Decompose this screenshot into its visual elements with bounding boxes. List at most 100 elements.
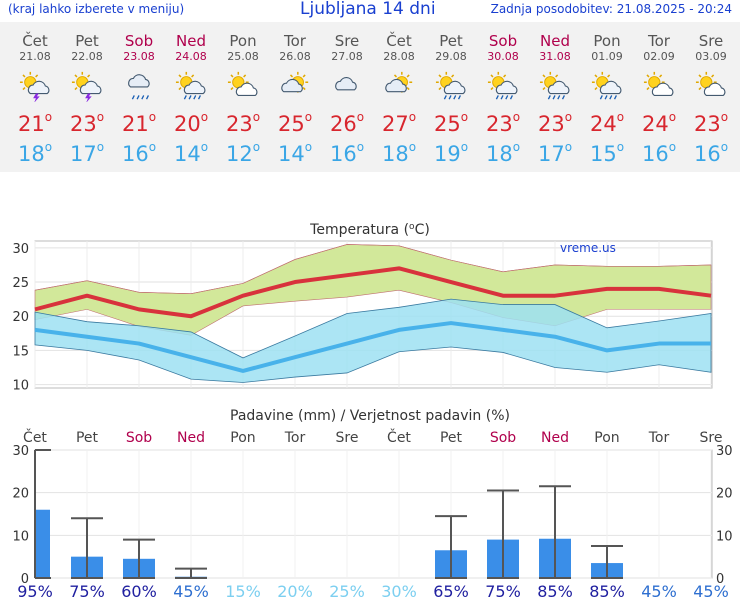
precip-error-bar	[591, 545, 623, 579]
precip-probability: 20%	[277, 582, 313, 600]
max-temp: 26o	[329, 110, 365, 136]
precip-error-bar	[71, 517, 103, 579]
precip-day-label: Sre	[700, 430, 723, 446]
day-date: 28.08	[383, 50, 415, 63]
day-date: 31.08	[539, 50, 571, 63]
precip-probability: 30%	[381, 582, 417, 600]
forecast-charts: Temperatura (oC) 10 15 20 25 30 vreme.us Padavi…	[12, 222, 733, 600]
day-date: 22.08	[71, 50, 103, 63]
precip-day-label: Pet	[440, 430, 463, 446]
precip-y-tick-left: 30	[12, 444, 29, 459]
sun-cloud-rain-icon	[485, 70, 521, 102]
temperature-y-tick: 30	[12, 242, 29, 257]
min-temp: 19o	[433, 140, 469, 166]
min-temp: 16o	[121, 140, 157, 166]
day-name: Sre	[334, 32, 360, 50]
day-date: 03.09	[695, 50, 727, 63]
day-date: 21.08	[19, 50, 51, 63]
day-date: 02.09	[643, 50, 675, 63]
precip-y-tick-right: 0	[716, 572, 724, 587]
precip-probability: 25%	[329, 582, 365, 600]
max-temp: 25o	[277, 110, 313, 136]
min-temp: 18o	[485, 140, 521, 166]
precip-probability: 45%	[641, 582, 677, 600]
page-title: Ljubljana 14 dni	[300, 0, 436, 19]
day-name: Čet	[22, 32, 48, 50]
precip-probability: 65%	[433, 582, 469, 600]
location-menu-hint[interactable]: (kraj lahko izberete v meniju)	[8, 2, 185, 16]
precip-probability: 45%	[173, 582, 209, 600]
day-date: 30.08	[487, 50, 519, 63]
day-date: 01.09	[591, 50, 623, 63]
min-temp: 17o	[69, 140, 105, 166]
precip-day-label: Sob	[126, 430, 152, 446]
day-date: 26.08	[279, 50, 311, 63]
day-date: 27.08	[331, 50, 363, 63]
cloudy-sun-icon	[277, 70, 313, 102]
day-name: Čet	[386, 32, 412, 50]
day-name: Sob	[488, 32, 518, 50]
min-temp: 18o	[381, 140, 417, 166]
sun-cloud-rain-icon	[537, 70, 573, 102]
precip-probability: 60%	[121, 582, 157, 600]
sun-cloud-icon	[693, 70, 729, 102]
max-temp: 23o	[225, 110, 261, 136]
min-temp: 14o	[277, 140, 313, 166]
temperature-y-tick: 15	[12, 344, 29, 359]
precip-bar	[35, 509, 50, 578]
max-temp: 23o	[69, 110, 105, 136]
cloudy-sun-icon	[381, 70, 417, 102]
precip-probability: 85%	[589, 582, 625, 600]
cloud-rain-icon	[121, 70, 157, 102]
precip-probability: 75%	[69, 582, 105, 600]
min-temp: 16o	[329, 140, 365, 166]
max-temp: 20o	[173, 110, 209, 136]
min-temp: 18o	[17, 140, 53, 166]
day-date: 25.08	[227, 50, 259, 63]
precip-day-label: Sre	[336, 430, 359, 446]
precip-y-tick-left: 0	[21, 572, 29, 587]
precip-day-label: Pon	[594, 430, 619, 446]
min-temp: 16o	[641, 140, 677, 166]
precip-error-bar	[539, 485, 571, 579]
precip-day-label: Ned	[177, 430, 205, 446]
precip-probability: 45%	[693, 582, 729, 600]
day-name: Sre	[698, 32, 724, 50]
sun-cloud-rain-icon	[173, 70, 209, 102]
precip-day-label: Pet	[76, 430, 99, 446]
day-date: 23.08	[123, 50, 155, 63]
day-name: Tor	[648, 32, 670, 50]
precip-probability: 75%	[485, 582, 521, 600]
max-temp: 24o	[589, 110, 625, 136]
day-name: Sob	[124, 32, 154, 50]
precip-error-bar	[34, 449, 51, 579]
day-name: Pon	[229, 32, 257, 50]
precip-day-label: Tor	[284, 430, 306, 446]
sun-cloud-thunder-icon	[17, 70, 53, 103]
precip-y-tick-right: 20	[716, 487, 733, 502]
watermark: vreme.us	[560, 241, 616, 255]
day-name: Pon	[593, 32, 621, 50]
max-temp: 27o	[381, 110, 417, 136]
temperature-y-tick: 25	[12, 276, 29, 291]
max-temp: 24o	[641, 110, 677, 136]
precip-probability: 95%	[17, 582, 53, 600]
precip-y-tick-right: 30	[716, 444, 733, 459]
max-temp: 23o	[693, 110, 729, 136]
precip-error-bar	[487, 489, 519, 579]
precip-day-label: Čet	[23, 428, 47, 446]
sun-cloud-thunder-icon	[69, 70, 105, 103]
day-name: Pet	[75, 32, 99, 50]
sun-cloud-icon	[641, 70, 677, 102]
precip-error-bar	[435, 515, 467, 579]
sun-cloud-icon	[225, 70, 261, 102]
max-temp: 25o	[433, 110, 469, 136]
top-bar: (kraj lahko izberete v meniju) Ljubljana…	[0, 0, 740, 22]
temperature-y-tick: 20	[12, 310, 29, 325]
precip-day-label: Ned	[541, 430, 569, 446]
max-band-edge	[34, 244, 712, 294]
sun-cloud-rain-icon	[433, 70, 469, 102]
max-temp-line	[34, 266, 712, 319]
day-name: Ned	[540, 32, 570, 50]
min-temp: 17o	[537, 140, 573, 166]
